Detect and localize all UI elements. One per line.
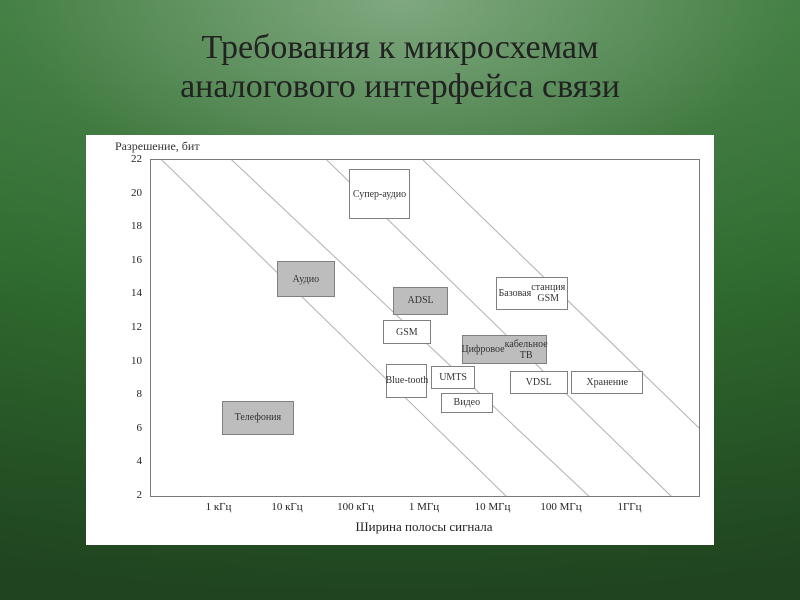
y-tick: 4: [122, 455, 142, 467]
x-tick: 10 МГц: [475, 501, 511, 513]
y-tick: 12: [122, 321, 142, 333]
box-bluetooth: Blue-tooth: [386, 364, 427, 398]
y-tick: 16: [122, 254, 142, 266]
y-tick: 10: [122, 355, 142, 367]
box-gsm-base: Базоваястанция GSM: [496, 277, 568, 311]
box-digital-tv: Цифровоекабельное ТВ: [462, 335, 548, 364]
x-axis-label: Ширина полосы сигнала: [355, 519, 492, 535]
x-tick: 1 кГц: [206, 501, 232, 513]
slide: Требования к микросхемам аналогового инт…: [0, 0, 800, 600]
box-video: Видео: [441, 393, 492, 413]
x-tick: 10 кГц: [271, 501, 302, 513]
guideline: [150, 159, 507, 497]
resolution-bandwidth-chart: Разрешение, бит Ширина полосы сигнала 2 4…: [86, 135, 714, 545]
box-telephony: Телефония: [222, 401, 294, 435]
title-line-2: аналогового интерфейса связи: [180, 68, 620, 105]
box-vdsl: VDSL: [510, 371, 568, 395]
y-tick: 8: [122, 388, 142, 400]
x-tick: 1ГГц: [617, 501, 641, 513]
box-super-audio: Супер-аудио: [349, 169, 411, 219]
y-axis-label: Разрешение, бит: [115, 139, 200, 154]
y-tick: 14: [122, 287, 142, 299]
box-umts: UMTS: [431, 366, 476, 390]
x-tick: 100 МГц: [540, 501, 581, 513]
box-adsl: ADSL: [393, 287, 448, 316]
slide-title: Требования к микросхемам аналогового инт…: [0, 28, 800, 106]
box-storage: Хранение: [571, 371, 643, 395]
y-tick: 18: [122, 220, 142, 232]
y-tick: 20: [122, 187, 142, 199]
box-audio: Аудио: [277, 261, 335, 296]
y-tick: 2: [122, 489, 142, 501]
y-tick: 6: [122, 422, 142, 434]
y-tick: 22: [122, 153, 142, 165]
box-gsm: GSM: [383, 320, 431, 344]
title-line-1: Требования к микросхемам: [202, 29, 599, 66]
x-tick: 100 кГц: [337, 501, 374, 513]
chart-panel: Разрешение, бит Ширина полосы сигнала 2 4…: [86, 135, 714, 545]
x-tick: 1 МГц: [409, 501, 439, 513]
